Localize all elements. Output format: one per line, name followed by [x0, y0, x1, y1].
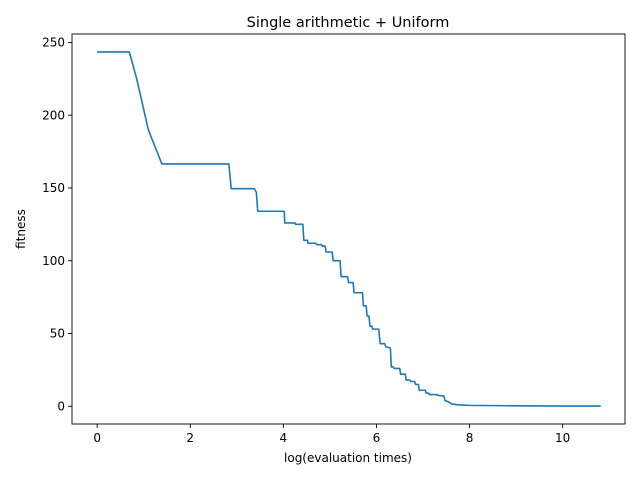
x-tick-label: 8 — [466, 431, 474, 445]
y-axis-label: fitness — [14, 209, 28, 249]
series-layer — [97, 51, 601, 407]
y-tick-label: 250 — [42, 36, 65, 50]
plot-frame — [71, 33, 626, 425]
x-tick-label: 4 — [280, 431, 288, 445]
x-tick-label: 0 — [93, 431, 101, 445]
x-axis-label: log(evaluation times) — [284, 451, 412, 465]
series-line — [97, 51, 601, 407]
chart-title: Single arithmetic + Uniform — [247, 15, 450, 31]
x-tick-label: 10 — [555, 431, 570, 445]
y-tick-label: 0 — [57, 399, 65, 413]
x-tick-label: 6 — [373, 431, 381, 445]
y-tick-label: 150 — [42, 181, 65, 195]
y-tick-label: 50 — [50, 327, 65, 341]
y-tick-label: 100 — [42, 254, 65, 268]
x-tick-label: 2 — [186, 431, 194, 445]
y-tick-label: 200 — [42, 108, 65, 122]
